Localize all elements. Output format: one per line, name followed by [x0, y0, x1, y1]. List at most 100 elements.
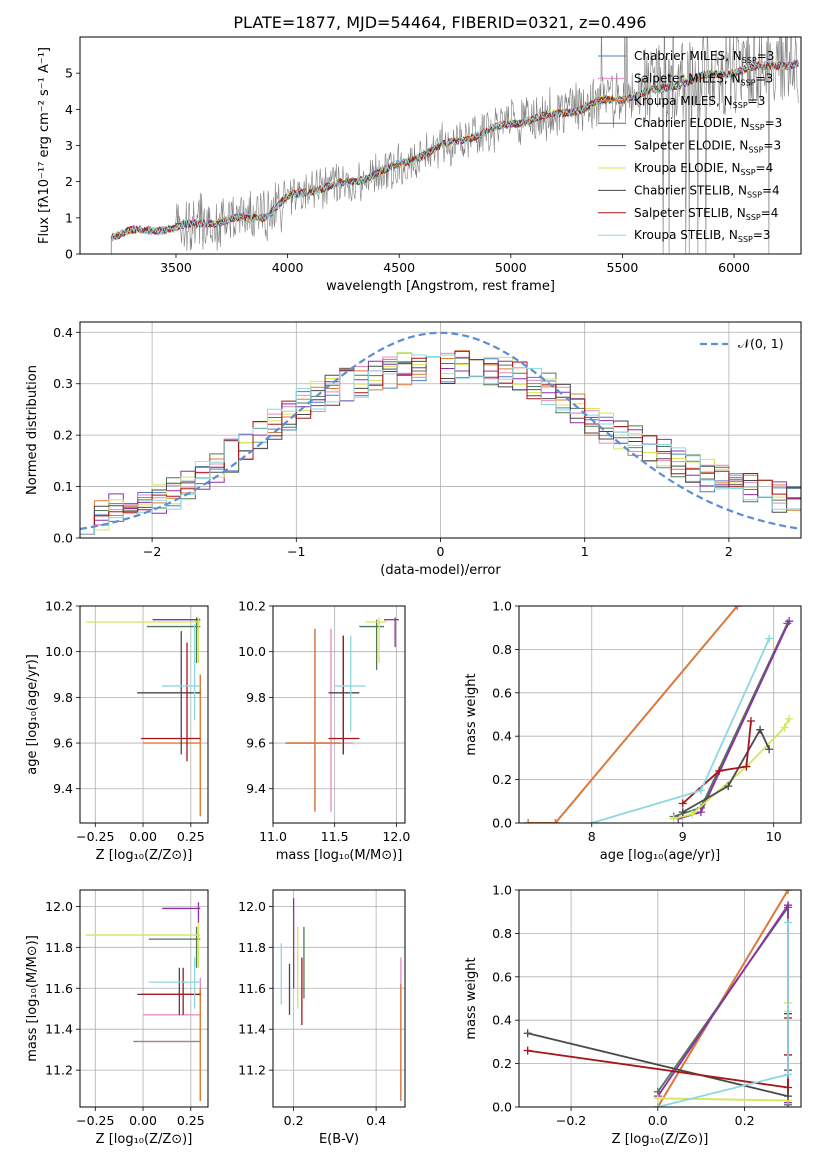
axes-frame — [518, 889, 802, 1108]
point-chabrier-stelib — [137, 631, 201, 755]
x-tick-label: 11.0 — [259, 829, 287, 844]
series-marker — [783, 1092, 792, 1101]
series-marker — [765, 745, 774, 754]
plot-area-residuals — [80, 331, 801, 535]
legend-entry-salpeter-stelib: Salpeter STELIB, NSSP=4 — [634, 206, 778, 222]
legend-entry-salpeter-elodie: Salpeter ELODIE, NSSP=3 — [634, 139, 781, 155]
model-line-kroupa-stelib — [110, 60, 799, 242]
spectrum-legend: Chabrier MILES, NSSP=3 Salpeter MILES, NS… — [598, 49, 782, 244]
series-line-chabrier-elodie — [673, 623, 789, 818]
x-tick-label: 11.5 — [321, 829, 349, 844]
y-axis-label: mass weight — [464, 957, 479, 1039]
plot-area-massweight_vs_Z — [523, 890, 792, 1107]
series-line-kroupa-miles — [528, 606, 738, 823]
point-kroupa-elodie — [85, 922, 201, 968]
y-tick-label: 0.2 — [492, 1056, 512, 1071]
panel-age_vs_mass: 11.0 11.5 12.0 9.4 9.6 9.8 10.0 10.2 mass [log₁₀… — [238, 599, 410, 864]
plot-area-spectrum — [110, 37, 799, 254]
point-kroupa-elodie — [85, 617, 201, 664]
panel-massweight_vs_Z: −0.2 0.0 0.2 0.0 0.2 0.4 0.6 0.8 1.0 Z [log₁₀(Z/Z… — [464, 883, 802, 1147]
axes-frame — [79, 36, 802, 255]
series-marker — [783, 901, 792, 910]
series-line-kroupa-elodie — [657, 1002, 789, 1102]
series-marker — [783, 1070, 792, 1079]
axes-frame — [79, 889, 209, 1108]
series-marker — [687, 810, 696, 819]
series-line-kroupa-stelib — [591, 638, 771, 823]
y-tick-label: 11.8 — [238, 940, 266, 955]
point-salpeter-miles — [143, 978, 202, 1071]
y-tick-label: 11.6 — [45, 981, 73, 996]
point-salpeter-elodie — [384, 617, 399, 648]
x-tick-label: −0.25 — [76, 829, 114, 844]
plot-area-age_vs_Z — [85, 617, 202, 817]
series-chabrier-stelib — [678, 725, 774, 817]
x-axis-label: Z [log₁₀(Z/Z⊙)] — [96, 848, 193, 863]
y-tick-label: 12.0 — [238, 899, 266, 914]
panels: 3500 4000 4500 5000 5500 6000 0 1 2 3 4 5 wavelength… — [25, 36, 802, 1147]
x-axis-label: E(B-V) — [319, 1132, 359, 1147]
x-axis-label: Z [log₁₀(Z/Z⊙)] — [612, 1132, 709, 1147]
y-tick-label: 0.4 — [492, 1013, 512, 1028]
axes-frame — [272, 605, 406, 824]
y-tick-label: 12.0 — [45, 899, 73, 914]
series-marker — [783, 1083, 792, 1092]
y-tick-label: 1.0 — [492, 599, 512, 614]
x-tick-label: −0.2 — [556, 1113, 586, 1128]
y-tick-label: 1 — [65, 210, 73, 225]
point-kroupa-stelib — [148, 957, 201, 1009]
series-marker — [523, 1046, 532, 1055]
series-marker — [783, 890, 792, 894]
y-tick-label: 0.2 — [492, 772, 512, 787]
y-tick-label: 9.4 — [246, 781, 266, 796]
x-tick-label: 6000 — [718, 260, 750, 275]
y-tick-label: 5 — [65, 66, 73, 81]
y-tick-label: 0.6 — [492, 685, 512, 700]
y-axis-label: mass [log₁₀(M/M⊙)] — [25, 935, 40, 1062]
panel-age_vs_Z: −0.25 0.00 0.25 9.4 9.6 9.8 10.0 10.2 Z [log₁₀(Z… — [25, 599, 209, 863]
series-marker — [715, 766, 724, 775]
y-tick-label: 11.8 — [45, 940, 73, 955]
legend-entry-normal: 𝒩(0, 1) — [738, 336, 784, 351]
series-marker — [669, 814, 678, 823]
point-kroupa-elodie — [365, 617, 387, 664]
y-tick-label: 0.0 — [492, 816, 512, 831]
y-tick-label: 9.6 — [53, 736, 73, 751]
point-salpeter-stelib — [141, 967, 201, 1015]
histogram-salpeter-stelib — [80, 350, 801, 535]
legend-entry-kroupa-miles: Kroupa MILES, NSSP=3 — [634, 94, 765, 110]
y-tick-label: 10.0 — [45, 644, 73, 659]
series-kroupa-miles — [524, 606, 742, 823]
panel-mass_vs_Z: −0.25 0.00 0.25 11.2 11.4 11.6 11.8 12.0 Z [log₁… — [25, 889, 209, 1147]
series-marker — [780, 723, 789, 732]
x-tick-label: 2 — [725, 544, 733, 559]
y-tick-label: 9.8 — [53, 690, 73, 705]
point-kroupa-stelib — [334, 635, 366, 732]
point-kroupa-miles — [285, 628, 341, 812]
y-tick-label: 11.4 — [45, 1022, 73, 1037]
x-axis-label: (data-model)/error — [380, 563, 501, 578]
legend-entry-kroupa-stelib: Kroupa STELIB, NSSP=3 — [634, 228, 771, 244]
series-line-salpeter-miles — [528, 606, 738, 823]
y-tick-label: 10.2 — [45, 599, 73, 614]
x-tick-label: 3500 — [160, 260, 192, 275]
x-tick-label: 0.25 — [177, 1113, 205, 1128]
x-tick-label: −2 — [143, 544, 161, 559]
legend-entry-chabrier-miles: Chabrier MILES, NSSP=3 — [634, 49, 774, 65]
panel-residuals: −2 −1 0 1 2 0.0 0.1 0.2 0.3 0.4 (data-model)/error… — [25, 321, 802, 578]
y-tick-label: 2 — [65, 174, 73, 189]
series-marker — [785, 714, 794, 723]
y-tick-label: 11.4 — [238, 1022, 266, 1037]
x-tick-label: 5000 — [495, 260, 527, 275]
y-tick-label: 9.4 — [53, 781, 73, 796]
x-tick-label: 0.2 — [284, 1113, 304, 1128]
x-tick-label: 0.00 — [129, 829, 157, 844]
y-tick-label: 0.0 — [53, 531, 73, 546]
series-marker — [783, 918, 792, 927]
series-marker — [724, 782, 733, 791]
x-tick-label: 5500 — [607, 260, 639, 275]
x-tick-label: 4000 — [272, 260, 304, 275]
y-tick-label: 11.2 — [238, 1063, 266, 1078]
y-axis-label: age [log₁₀(age/yr)] — [25, 654, 40, 775]
